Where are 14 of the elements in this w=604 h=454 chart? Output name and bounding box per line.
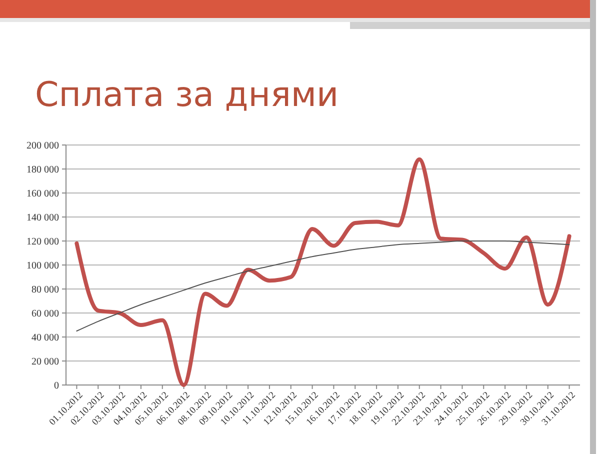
line-series bbox=[74, 157, 572, 387]
chart-title: Сплата за днями bbox=[35, 75, 339, 115]
y-tick-label: 160 000 bbox=[26, 188, 59, 200]
y-tick-label: 60 000 bbox=[32, 308, 59, 320]
line-series bbox=[76, 240, 570, 332]
y-tick-label: 20 000 bbox=[32, 356, 59, 368]
y-tick-label: 140 000 bbox=[26, 212, 59, 224]
y-tick-label: 80 000 bbox=[32, 284, 59, 296]
y-tick-label: 0 bbox=[54, 380, 59, 392]
y-tick-label: 120 000 bbox=[26, 236, 59, 248]
y-tick-label: 40 000 bbox=[32, 332, 59, 344]
y-tick-label: 200 000 bbox=[26, 140, 59, 152]
y-tick-label: 100 000 bbox=[26, 260, 59, 272]
y-tick-label: 180 000 bbox=[26, 164, 59, 176]
